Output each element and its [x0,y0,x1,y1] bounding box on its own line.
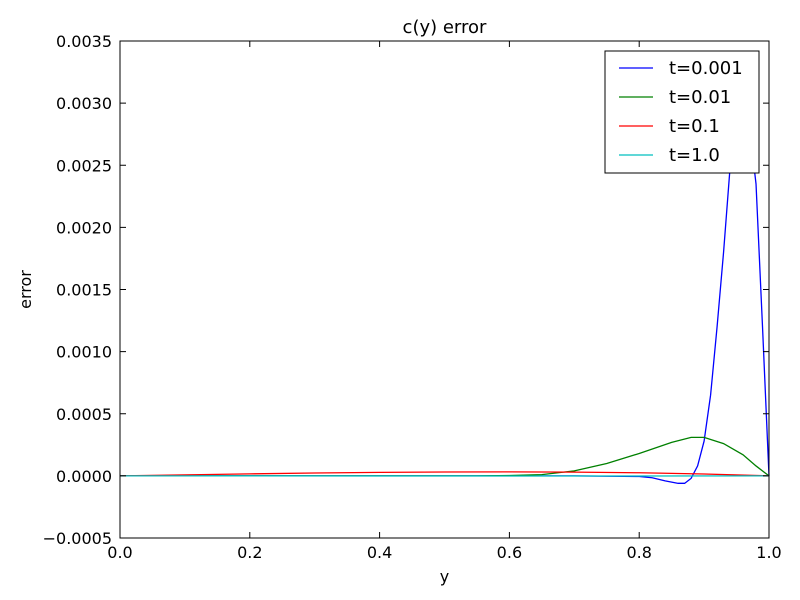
y-tick-label: 0.0025 [56,156,112,175]
y-tick-label: 0.0020 [56,218,112,237]
ticks-layer: 0.0 0.2 0.4 0.6 0.8 1.0 −0.0005 0.0000 0.0005 0.0… [43,32,782,562]
x-axis-label: y [440,567,449,586]
x-tick-label: 0.0 [107,543,132,562]
x-tick-label: 0.4 [367,543,392,562]
legend: t=0.001 t=0.01 t=0.1 t=1.0 [604,50,760,174]
y-tick-label: 0.0010 [56,343,112,362]
series-line-t-0-01 [120,436,770,477]
x-tick-label: 0.8 [626,543,651,562]
x-tick-label: 0.2 [237,543,262,562]
y-axis-label: error [16,270,35,309]
legend-box [604,50,760,174]
x-tick-label: 0.6 [497,543,522,562]
y-tick-label: 0.0005 [56,405,112,424]
y-tick-label: 0.0000 [56,467,112,486]
y-tick-label: 0.0015 [56,281,112,300]
x-tick-label: 1.0 [756,543,781,562]
chart-title: c(y) error [403,17,487,38]
plot-area-frame [119,40,770,539]
y-tick-label: 0.0035 [56,32,112,51]
legend-label: t=1.0 [669,145,720,166]
legend-label: t=0.1 [669,116,720,137]
y-tick-label: −0.0005 [43,529,112,548]
legend-label: t=0.01 [669,87,731,108]
series-line-t-0-1 [119,471,770,477]
legend-label: t=0.001 [669,58,743,79]
y-tick-label: 0.0030 [56,94,112,113]
